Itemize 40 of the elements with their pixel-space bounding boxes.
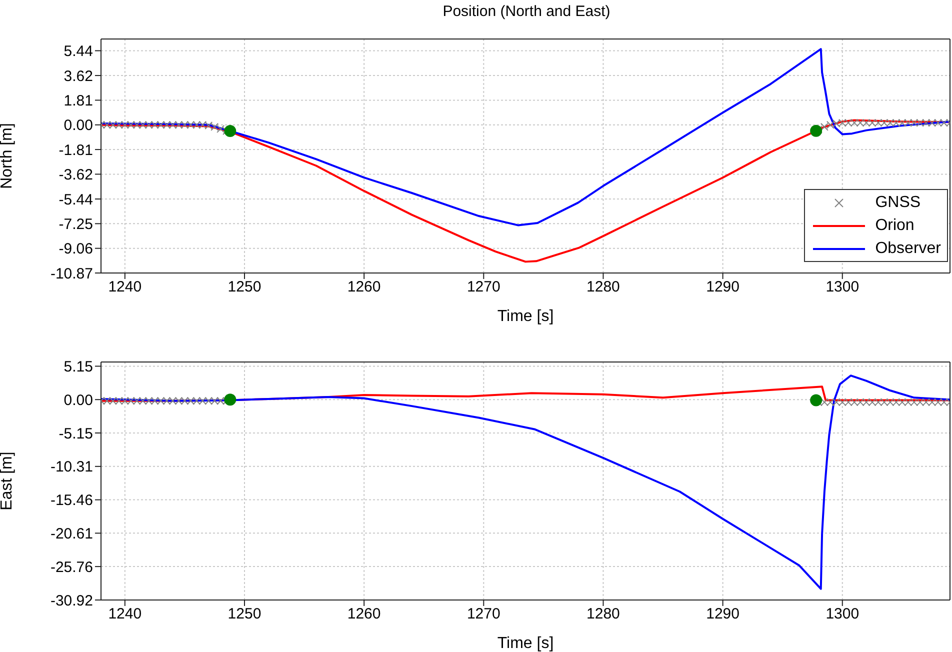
x-tick-label: 1290: [706, 278, 740, 296]
y-tick-label: -25.76: [50, 558, 93, 576]
y-axis-title: East [m]: [0, 452, 16, 510]
x-axis-title: Time [s]: [497, 635, 554, 652]
x-tick-label: 1290: [706, 606, 740, 623]
y-tick-label: -7.25: [58, 216, 93, 233]
y-tick-label: -9.06: [58, 240, 93, 258]
x-tick-label: 1270: [466, 278, 500, 296]
y-axis-title: North [m]: [0, 123, 16, 189]
y-tick-label: -20.61: [50, 526, 93, 542]
y-tick-label: -5.44: [58, 191, 93, 208]
y-tick-label: -10.31: [50, 458, 93, 476]
y-tick-label: -30.92: [50, 592, 93, 610]
legend-label: GNSS: [875, 193, 921, 213]
chart-title: Position (North and East): [442, 3, 612, 20]
y-tick-label: 1.81: [64, 92, 93, 110]
x-tick-label: 1250: [228, 278, 262, 296]
y-tick-label: 3.62: [64, 68, 93, 85]
y-tick-label: 0.00: [64, 392, 93, 409]
x-tick-label: 1300: [826, 278, 860, 296]
y-tick-label: -10.87: [50, 265, 93, 282]
x-tick-label: 1250: [228, 606, 262, 623]
x-tick-label: 1260: [347, 278, 381, 296]
x-tick-label: 1260: [347, 606, 381, 623]
y-tick-label: 0.00: [64, 117, 93, 134]
legend-label: Orion: [875, 216, 914, 236]
legend-label: Observer: [875, 239, 941, 259]
y-tick-label: -15.46: [50, 492, 93, 510]
y-tick-label: -1.81: [58, 142, 93, 159]
x-tick-label: 1270: [466, 606, 500, 623]
x-tick-label: 1240: [108, 278, 142, 296]
y-tick-label: -3.62: [58, 166, 93, 184]
x-tick-label: 1280: [586, 606, 620, 623]
y-tick-label: -5.15: [58, 425, 93, 442]
x-tick-label: 1280: [586, 278, 620, 296]
y-tick-label: 5.15: [64, 358, 93, 376]
x-tick-label: 1300: [826, 606, 860, 623]
y-tick-label: 5.44: [64, 43, 93, 60]
x-tick-label: 1240: [108, 606, 142, 623]
x-axis-title: Time [s]: [497, 308, 554, 325]
